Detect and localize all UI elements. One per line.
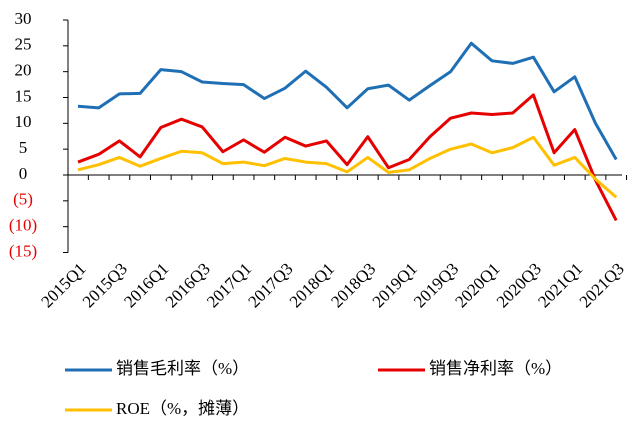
- y-tick-label: 15: [15, 86, 32, 105]
- y-tick-label: 25: [15, 35, 32, 54]
- x-tick-label: 2015Q3: [79, 259, 131, 311]
- legend-label: 销售净利率（%）: [429, 359, 562, 378]
- y-tick-label: 30: [15, 9, 32, 28]
- y-tick-label: 5: [19, 138, 28, 157]
- x-tick-label: 2020Q3: [493, 259, 545, 311]
- y-tick-label: 20: [15, 61, 32, 80]
- x-tick-label: 2015Q1: [37, 259, 89, 311]
- series-line: [77, 93, 618, 222]
- x-tick-label: 2019Q3: [410, 259, 462, 311]
- x-tick-label: 2018Q3: [327, 259, 379, 311]
- x-tick-label: 2017Q1: [203, 259, 255, 311]
- x-tick-label: 2016Q1: [120, 259, 172, 311]
- x-tick-label: 2018Q1: [286, 259, 338, 311]
- legend-label: ROE（%，摊薄）: [116, 399, 249, 418]
- x-tick-label: 2021Q3: [576, 259, 628, 311]
- y-tick-label: (5): [13, 190, 33, 209]
- series-line: [77, 41, 618, 161]
- legend-label: 销售毛利率（%）: [116, 359, 249, 378]
- y-tick-label: 0: [19, 164, 28, 183]
- series-line: [77, 135, 618, 199]
- y-tick-label: (15): [9, 241, 37, 260]
- y-tick-label: (10): [9, 216, 37, 235]
- y-tick-label: 10: [15, 112, 32, 131]
- x-tick-label: 2016Q3: [162, 259, 214, 311]
- x-tick-label: 2017Q3: [244, 259, 296, 311]
- x-tick-label: 2020Q1: [451, 259, 503, 311]
- x-tick-label: 2019Q1: [369, 259, 421, 311]
- x-tick-label: 2021Q1: [534, 259, 586, 311]
